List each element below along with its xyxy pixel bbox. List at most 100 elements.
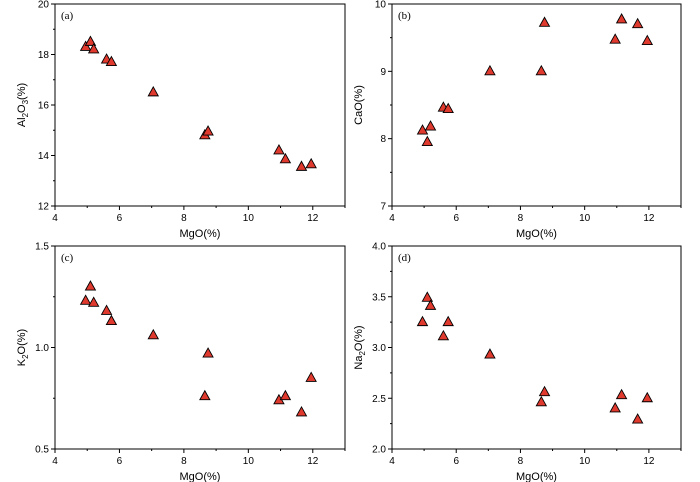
x-axis-label: MgO(%) (180, 471, 221, 482)
data-point-triangle (295, 160, 308, 171)
y-tick-label: 2.5 (372, 394, 386, 405)
data-point-triangle (615, 388, 628, 400)
data-point-triangle (609, 401, 621, 413)
data-point-triangle (79, 294, 92, 305)
data-point-triangle (202, 347, 214, 358)
y-axis-label: CaO(%) (353, 85, 365, 125)
y-label-tail: (%) (16, 83, 28, 100)
panel-a: 4 6 8 10 12 12 14 16 18 20 MgO(%) Al2O3(%) (a) (16, 0, 346, 240)
panel-b: 4 6 8 10 12 7 8 9 10 MgO(%) CaO(%) (b) (353, 0, 682, 240)
x-tick-label: 8 (181, 213, 187, 224)
data-point-triangle (538, 16, 551, 27)
y-tick-label: 12 (38, 202, 50, 213)
data-point-triangle (84, 35, 97, 46)
y-tick-label: 9 (380, 67, 386, 78)
data-point-triangle (615, 13, 628, 24)
plot-frame (54, 3, 346, 207)
data-point-triangle (295, 406, 308, 417)
data-point-triangle (609, 33, 621, 44)
data-point-triangle (279, 389, 292, 401)
y-label-subscript: 3 (21, 99, 30, 104)
data-point-triangle (437, 329, 450, 341)
y-tick-label: 2.0 (372, 445, 386, 456)
x-tick-label: 6 (117, 213, 123, 224)
x-tick-label: 8 (181, 456, 187, 467)
x-tick-label: 10 (579, 213, 591, 224)
data-point-triangle (305, 157, 317, 169)
data-point-triangle (279, 152, 292, 164)
x-tick-label: 12 (307, 456, 319, 467)
data-point-triangle (87, 296, 100, 307)
y-tick-label: 10 (375, 0, 387, 11)
x-tick-label: 4 (52, 213, 58, 224)
data-point-triangle (87, 43, 100, 54)
y-label-subscript: 2 (358, 351, 367, 356)
y-tick-label: 8 (380, 134, 386, 145)
y-label-base: Al (16, 117, 28, 127)
panel-label: (b) (398, 10, 411, 22)
x-tick-label: 10 (579, 456, 591, 467)
data-point-triangle (199, 389, 211, 401)
panel-c: 4 6 8 10 12 0.5 1.0 1.5 MgO(%) K2O(%) (c) (16, 242, 346, 482)
y-label-base: Na (353, 355, 365, 370)
x-tick-label: 10 (243, 213, 255, 224)
data-point-triangle (641, 34, 654, 45)
data-point-triangle (147, 328, 160, 340)
panel-d: 4 6 8 10 12 2.0 2.5 3.0 3.5 4.0 MgO(%) Na2O(%) (d) (353, 242, 682, 482)
data-point-triangle (305, 371, 317, 382)
y-label-subscript: 2 (21, 354, 30, 359)
plot-frame (54, 245, 346, 450)
panel-label: (d) (398, 252, 411, 264)
y-tick-label: 1.5 (35, 242, 49, 253)
y-axis-label: K2O(%) (16, 329, 30, 366)
data-point-triangle (100, 304, 113, 315)
data-point-triangle (442, 315, 454, 327)
x-axis-label: MgO(%) (516, 471, 557, 482)
y-tick-label: 3.5 (372, 292, 386, 303)
data-point-triangle (105, 55, 118, 67)
data-point-triangle (442, 102, 454, 113)
y-label-base: K (16, 358, 28, 366)
y-axis-label: Al2O3(%) (16, 83, 30, 127)
data-point-triangle (421, 291, 434, 302)
x-tick-label: 6 (453, 213, 459, 224)
data-point-triangle (202, 125, 214, 136)
y-tick-label: 20 (38, 0, 50, 11)
y-tick-label: 16 (38, 101, 50, 112)
x-tick-label: 8 (518, 213, 524, 224)
data-point-triangle (421, 135, 434, 146)
y-tick-label: 0.5 (35, 445, 49, 456)
y-tick-label: 7 (380, 202, 386, 213)
data-point-triangle (535, 64, 548, 76)
plot-frame (391, 3, 682, 207)
x-tick-label: 8 (518, 456, 524, 467)
x-tick-label: 10 (243, 456, 255, 467)
data-point-triangle (416, 315, 429, 327)
y-tick-label: 3.0 (372, 343, 386, 354)
data-point-triangle (424, 120, 437, 131)
y-axis-label: Na2O(%) (353, 325, 367, 369)
x-axis-label: MgO(%) (516, 228, 557, 240)
data-point-triangle (105, 314, 118, 326)
y-tick-label: 18 (38, 50, 50, 61)
x-tick-label: 6 (453, 456, 459, 467)
panel-label: (c) (61, 252, 74, 264)
data-point-triangle (631, 413, 644, 424)
y-label-subscript: 2 (21, 112, 30, 117)
data-point-triangle (273, 144, 285, 155)
y-tick-label: 1.0 (35, 343, 49, 354)
y-tick-label: 4.0 (372, 242, 386, 253)
x-tick-label: 4 (389, 213, 395, 224)
y-label-mid: O(%) (353, 325, 365, 351)
panel-label: (a) (61, 10, 74, 22)
data-point-triangle (424, 299, 437, 310)
x-tick-label: 12 (643, 213, 655, 224)
x-tick-label: 4 (52, 456, 58, 467)
data-point-triangle (147, 85, 160, 97)
data-point-triangle (641, 391, 654, 403)
y-tick-label: 14 (38, 151, 50, 162)
y-label-base: CaO(%) (353, 85, 365, 125)
x-tick-label: 12 (307, 213, 319, 224)
y-label-mid: O(%) (16, 329, 28, 355)
data-point-triangle (416, 124, 429, 135)
